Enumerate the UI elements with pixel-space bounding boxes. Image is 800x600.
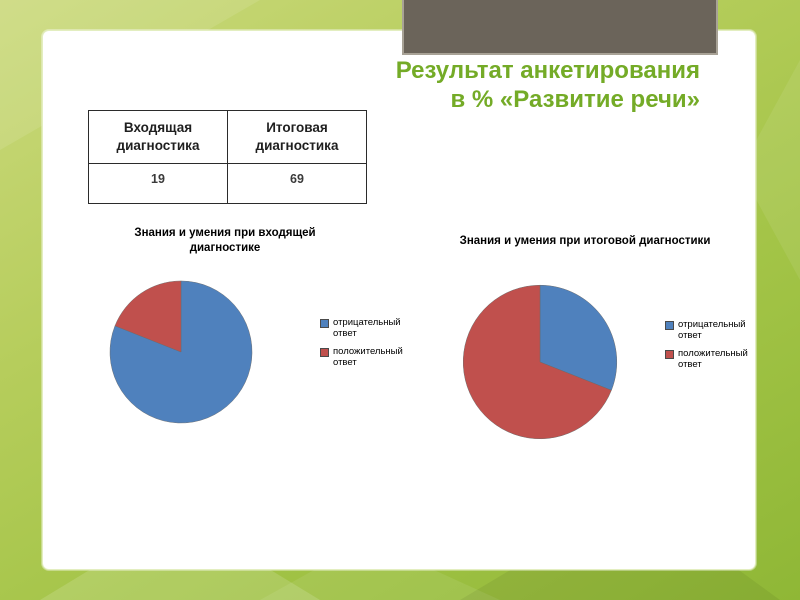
legend-item: положительный ответ	[320, 345, 412, 369]
legend-final: отрицательный ответ положительный ответ	[665, 319, 760, 378]
legend-label: отрицательный ответ	[333, 317, 401, 339]
pie-chart-incoming	[109, 280, 253, 424]
legend-swatch-icon	[320, 319, 329, 328]
table-value-final: 69	[227, 163, 367, 204]
pie-chart-final	[462, 284, 618, 440]
top-accent-bar	[402, 0, 718, 55]
legend-item: положительный ответ	[665, 347, 760, 371]
legend-label: положительный ответ	[333, 345, 403, 368]
legend-swatch-icon	[665, 349, 674, 359]
slide-title: Результат анкетирования в % «Развитие ре…	[300, 56, 700, 115]
legend-item: отрицательный ответ	[665, 319, 760, 342]
slide-title-line-2: в % «Развитие речи»	[450, 86, 700, 114]
legend-label: отрицательный ответ	[678, 319, 746, 341]
slide-title-line-1: Результат анкетирования	[395, 57, 700, 84]
table-header-final: Итоговая диагностика	[227, 110, 367, 164]
table-header-incoming: Входящая диагностика	[88, 110, 228, 164]
legend-swatch-icon	[665, 321, 674, 330]
table-value-incoming: 19	[88, 163, 228, 204]
legend-item: отрицательный ответ	[320, 317, 412, 340]
legend-swatch-icon	[320, 347, 329, 357]
table-header-row: Входящая диагностика Итоговая диагностик…	[88, 110, 367, 164]
legend-incoming: отрицательный ответ положительный ответ	[320, 317, 412, 376]
chart-title-incoming: Знания и умения при входящей диагностике	[134, 227, 316, 254]
table-value-row: 19 69	[88, 163, 367, 204]
chart-title-final: Знания и умения при итоговой диагностики	[459, 235, 711, 247]
diagnostics-table: Входящая диагностика Итоговая диагностик…	[88, 110, 367, 204]
legend-label: положительный ответ	[678, 347, 748, 370]
